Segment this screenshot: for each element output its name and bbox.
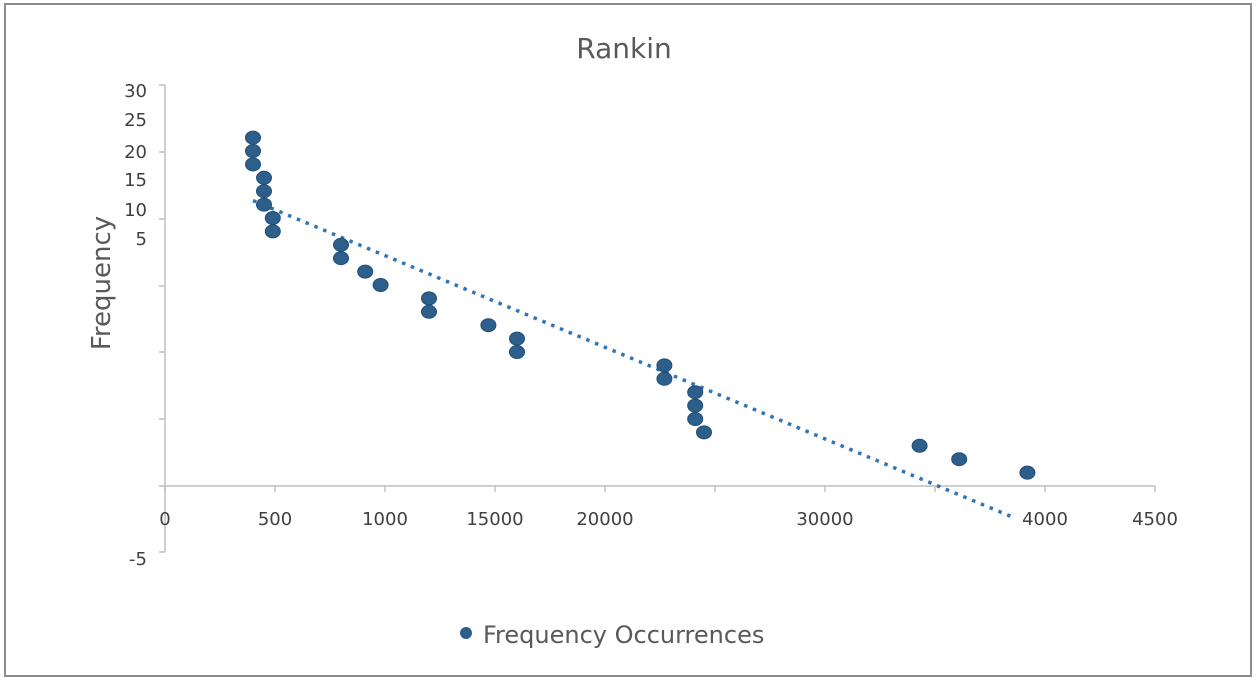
x-tick-label: 4000	[1022, 509, 1068, 530]
x-tick-label: 20000	[576, 509, 633, 530]
data-point	[421, 291, 437, 306]
x-tick-label: 15000	[466, 509, 523, 530]
data-point	[357, 264, 374, 279]
axes: 30 25 20 15 10 5 -5 0 500 1000 15000 20000 30000 4000…	[124, 81, 1178, 570]
legend: Frequency Occurrences	[460, 621, 764, 649]
y-axis-label: Frequency	[87, 216, 117, 350]
y-tick-label: -5	[129, 549, 147, 570]
data-point	[509, 331, 525, 346]
y-tick-label: 5	[136, 229, 147, 250]
data-point	[480, 318, 497, 333]
trendline-path	[252, 198, 1013, 519]
data-point	[264, 224, 281, 239]
data-point	[245, 157, 261, 172]
data-point	[687, 412, 704, 426]
x-tick-label: 1000	[362, 509, 408, 530]
data-point	[256, 197, 272, 212]
x-tick-label: 500	[258, 509, 292, 530]
x-tick-label: 30000	[796, 509, 853, 530]
data-point	[1019, 465, 1036, 480]
y-tick-label: 30	[124, 81, 147, 102]
legend-marker	[460, 627, 472, 639]
legend-label: Frequency Occurrences	[483, 621, 764, 649]
x-tick-label: 0	[159, 509, 170, 530]
data-point	[256, 184, 272, 199]
y-tick-label: 15	[124, 170, 147, 191]
data-point	[372, 278, 389, 292]
data-points	[245, 130, 1036, 480]
data-point	[256, 170, 272, 185]
data-point	[696, 425, 712, 440]
chart-title: Rankin	[576, 32, 671, 65]
data-point	[911, 438, 928, 453]
y-tick-label: 10	[124, 200, 147, 221]
data-point	[951, 452, 968, 467]
data-point	[333, 251, 349, 266]
data-point	[687, 398, 704, 413]
data-point	[245, 144, 261, 158]
chart-frame	[4, 3, 1252, 677]
y-tick-label: 25	[124, 110, 147, 131]
trendline	[252, 198, 1013, 519]
data-point	[509, 345, 525, 359]
data-point	[421, 304, 437, 319]
x-tick-label: 4500	[1132, 509, 1178, 530]
data-point	[333, 237, 349, 252]
data-point	[656, 371, 673, 386]
y-tick-label: 20	[124, 142, 147, 163]
data-point	[687, 385, 704, 400]
data-point	[264, 211, 281, 225]
data-point	[656, 358, 673, 373]
data-point	[245, 130, 261, 145]
